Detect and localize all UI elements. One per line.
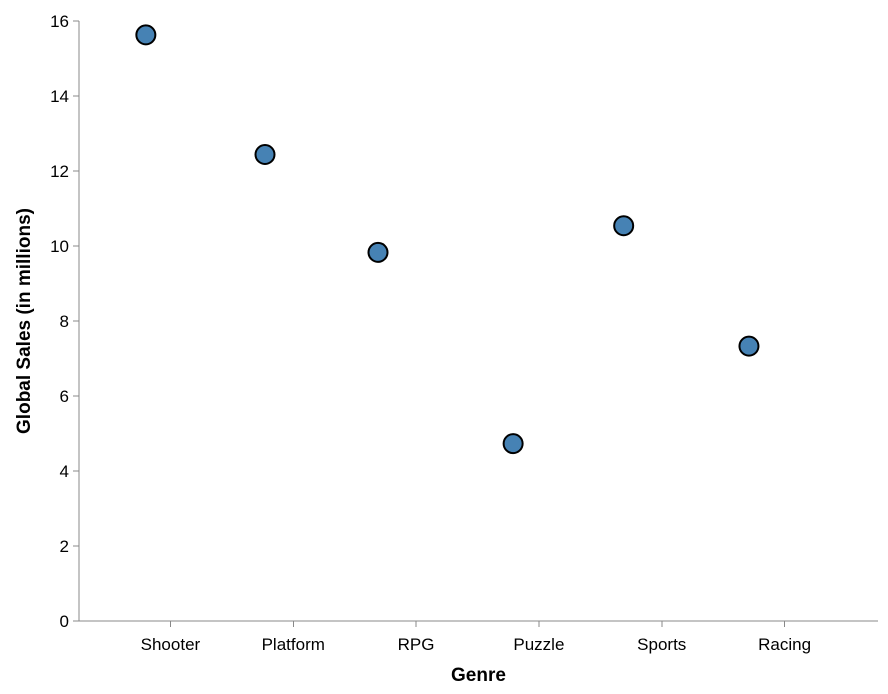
data-point-rpg [367, 241, 389, 263]
y-axis-title: Global Sales (in millions) [14, 208, 35, 434]
y-tick-label: 0 [60, 612, 69, 631]
x-tick-label: Platform [262, 635, 325, 654]
y-tick-label: 8 [60, 312, 69, 331]
x-tick-label: Sports [637, 635, 686, 654]
x-tick-label: Shooter [141, 635, 201, 654]
x-axis: Shooter Platform RPG Puzzle Sports Racing [79, 620, 878, 654]
y-tick-label: 12 [50, 162, 69, 181]
y-tick-label: 10 [50, 237, 69, 256]
y-tick-label: 4 [60, 462, 69, 481]
y-tick-label: 16 [50, 12, 69, 31]
y-tick-label: 2 [60, 537, 69, 556]
x-axis-title: Genre [451, 665, 506, 686]
y-tick-label: 14 [50, 87, 69, 106]
data-point-shooter [135, 24, 157, 46]
x-tick-label: Puzzle [513, 635, 564, 654]
data-point-racing [738, 335, 760, 357]
y-axis: 0 2 4 6 8 10 12 14 16 [50, 12, 80, 631]
data-points [135, 24, 760, 455]
data-point-platform [254, 144, 276, 165]
data-point-sports [613, 215, 635, 237]
data-point-puzzle [502, 433, 524, 455]
x-tick-label: Racing [758, 635, 811, 654]
y-tick-label: 6 [60, 387, 69, 406]
x-tick-label: RPG [398, 635, 435, 654]
